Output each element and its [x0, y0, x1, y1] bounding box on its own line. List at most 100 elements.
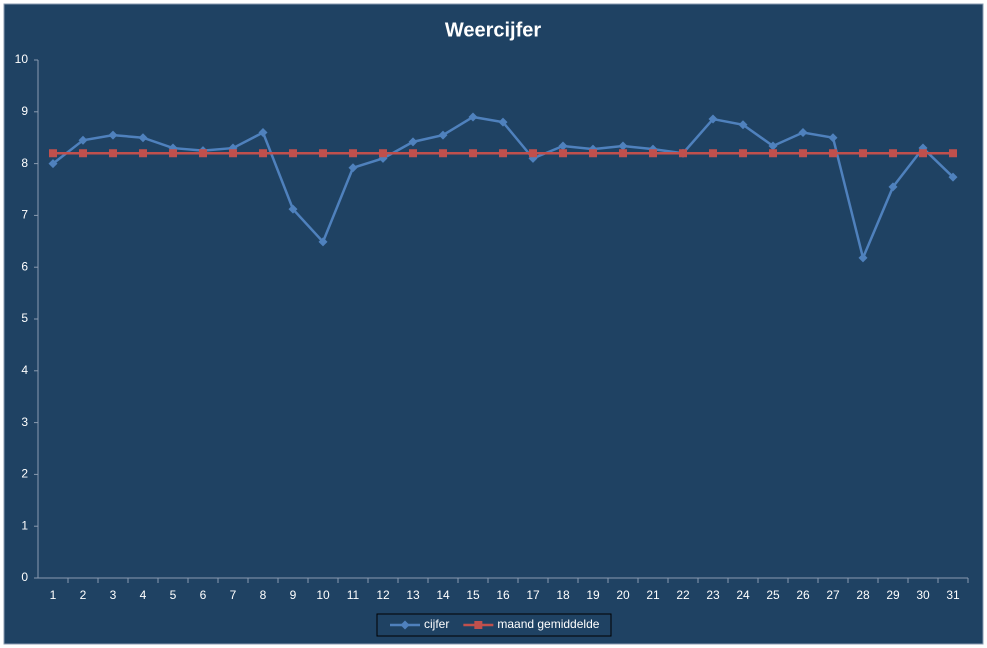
legend-label: maand gemiddelde	[497, 617, 599, 631]
x-tick-label: 1	[50, 588, 57, 602]
point	[108, 130, 118, 140]
point	[558, 141, 568, 151]
point	[109, 149, 117, 158]
point	[499, 149, 507, 158]
point	[618, 141, 628, 151]
x-tick-label: 31	[946, 588, 960, 602]
point	[379, 149, 387, 158]
x-tick-label: 27	[826, 588, 840, 602]
point	[498, 117, 508, 127]
point	[828, 133, 838, 143]
point	[829, 149, 837, 158]
point	[138, 133, 148, 143]
x-tick-label: 3	[110, 588, 117, 602]
point	[709, 149, 717, 158]
point	[948, 172, 958, 182]
x-tick-label: 9	[290, 588, 297, 602]
chart-background	[3, 3, 984, 645]
x-tick-label: 21	[646, 588, 660, 602]
x-tick-label: 8	[260, 588, 267, 602]
x-tick-label: 16	[496, 588, 510, 602]
point	[349, 149, 357, 158]
x-tick-label: 4	[140, 588, 147, 602]
point	[229, 149, 237, 158]
point	[799, 149, 807, 158]
chart-title: Weercijfer	[445, 19, 542, 41]
x-tick-label: 5	[170, 588, 177, 602]
point	[288, 204, 298, 214]
point	[289, 149, 297, 158]
y-tick-label: 4	[21, 363, 28, 377]
point	[769, 149, 777, 158]
point	[619, 149, 627, 158]
x-tick-label: 6	[200, 588, 207, 602]
point	[949, 149, 957, 158]
x-tick-label: 29	[886, 588, 900, 602]
point	[679, 149, 687, 158]
point	[48, 159, 58, 169]
point	[78, 135, 88, 145]
point	[739, 149, 747, 158]
point	[199, 149, 207, 158]
point	[259, 149, 267, 158]
x-tick-label: 24	[736, 588, 750, 602]
point	[408, 137, 418, 147]
point	[468, 112, 478, 122]
x-tick-label: 28	[856, 588, 870, 602]
x-tick-label: 10	[316, 588, 330, 602]
y-tick-label: 2	[21, 467, 28, 481]
point	[319, 149, 327, 158]
point	[258, 128, 268, 138]
point	[529, 149, 537, 158]
x-tick-label: 11	[347, 588, 360, 602]
point	[589, 149, 597, 158]
y-tick-label: 1	[21, 518, 28, 532]
x-tick-label: 25	[766, 588, 780, 602]
point	[889, 149, 897, 158]
legend-label: cijfer	[424, 617, 449, 631]
y-tick-label: 10	[15, 52, 29, 66]
point	[409, 149, 417, 158]
point	[708, 114, 718, 124]
point	[919, 149, 927, 158]
point	[318, 237, 328, 247]
x-tick-label: 2	[80, 588, 87, 602]
point	[139, 149, 147, 158]
point	[768, 141, 778, 151]
x-tick-label: 7	[230, 588, 237, 602]
y-tick-label: 9	[21, 104, 28, 118]
x-tick-label: 14	[436, 588, 450, 602]
point	[858, 253, 868, 263]
point	[738, 120, 748, 130]
legend	[376, 613, 612, 637]
y-tick-label: 3	[21, 415, 28, 429]
point	[469, 149, 477, 158]
x-tick-label: 26	[796, 588, 810, 602]
x-tick-label: 22	[676, 588, 690, 602]
point	[559, 149, 567, 158]
point	[888, 182, 898, 192]
x-tick-label: 17	[526, 588, 540, 602]
x-tick-label: 19	[586, 588, 600, 602]
point	[439, 149, 447, 158]
y-tick-label: 0	[21, 570, 28, 584]
point	[169, 149, 177, 158]
x-tick-label: 15	[466, 588, 480, 602]
x-tick-label: 13	[406, 588, 420, 602]
y-tick-label: 6	[21, 259, 28, 273]
x-tick-label: 18	[556, 588, 570, 602]
point	[348, 163, 358, 173]
x-tick-label: 23	[706, 588, 720, 602]
point	[798, 128, 808, 138]
x-tick-label: 12	[376, 588, 390, 602]
point	[79, 149, 87, 158]
point	[649, 149, 657, 158]
y-tick-label: 5	[21, 311, 28, 325]
x-tick-label: 30	[916, 588, 930, 602]
y-tick-label: 8	[21, 156, 28, 170]
point	[49, 149, 57, 158]
legend-marker	[474, 621, 483, 629]
legend-marker	[400, 620, 410, 630]
point	[859, 149, 867, 158]
